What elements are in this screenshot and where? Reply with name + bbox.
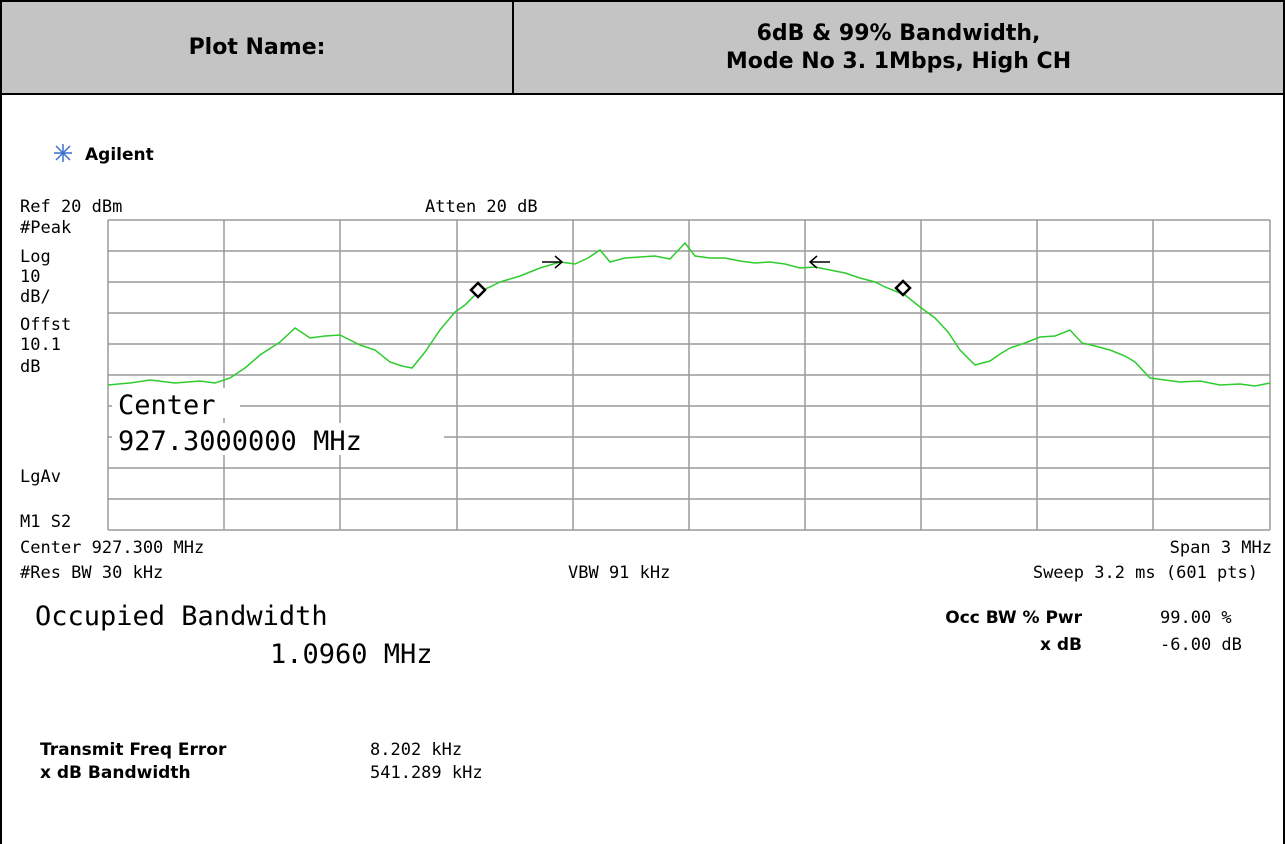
xdb-label: x dB [1040,635,1082,655]
side-label: M1 S2 [20,512,71,532]
freq-error-value: 8.202 kHz [370,740,462,760]
sweep: Sweep 3.2 ms (601 pts) [1033,563,1258,583]
occ-pwr-label: Occ BW % Pwr [945,608,1082,628]
center-overlay: 927.3000000 MHz [118,426,362,457]
side-label: Offst [20,315,71,335]
overlay-bg [112,388,240,418]
side-label: LgAv [20,467,61,487]
grid [107,219,1271,531]
brand: Agilent [85,145,154,165]
header-label-cell: Plot Name: [0,0,514,95]
xdb-bw-label: x dB Bandwidth [40,763,191,783]
header-title-line: Mode No 3. 1Mbps, High CH [725,48,1072,74]
res-bw: #Res BW 30 kHz [20,563,163,583]
arrow-marker [542,255,564,269]
marker [894,279,912,297]
logo [54,144,72,162]
header-label: Plot Name: [188,35,326,60]
vbw: VBW 91 kHz [568,563,670,583]
side-label: 10.1 [20,335,61,355]
arrow-marker [808,255,830,269]
xdb-value: -6.00 dB [1160,635,1242,655]
trace [107,241,1271,387]
side-label: dB [20,357,40,377]
xdb-bw-value: 541.289 kHz [370,763,483,783]
side-label: dB/ [20,287,51,307]
header-title-cell: 6dB & 99% Bandwidth, Mode No 3. 1Mbps, H… [512,0,1285,95]
side-label: Log [20,247,51,267]
header-title-line: 6dB & 99% Bandwidth, [756,20,1041,46]
center-overlay: Center [118,390,216,421]
attenuation: Atten 20 dB [425,197,538,217]
span: Span 3 MHz [1170,538,1272,558]
marker [469,281,487,299]
ref-level: Ref 20 dBm [20,197,122,217]
side-label: 10 [20,267,40,287]
overlay-bg [112,423,444,455]
side-label: #Peak [20,218,71,238]
obw-title: Occupied Bandwidth [35,601,328,632]
occ-pwr-value: 99.00 % [1160,608,1232,628]
center-freq: Center 927.300 MHz [20,538,204,558]
obw-value: 1.0960 MHz [270,639,433,670]
freq-error-label: Transmit Freq Error [40,740,227,760]
